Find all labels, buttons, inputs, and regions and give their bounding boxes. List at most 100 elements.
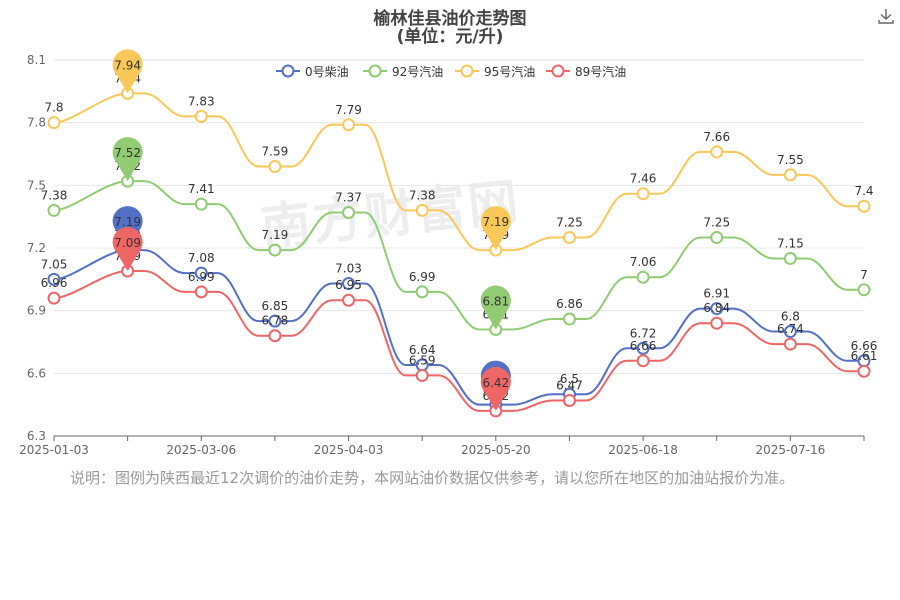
x-tick-label: 2025-05-20 bbox=[461, 443, 531, 457]
data-label: 6.85 bbox=[262, 299, 289, 313]
data-point bbox=[194, 266, 208, 280]
data-point bbox=[342, 205, 356, 219]
data-point bbox=[710, 231, 724, 245]
data-point bbox=[47, 116, 61, 130]
data-label: 7.4 bbox=[854, 184, 873, 198]
data-label: 7.15 bbox=[777, 236, 804, 250]
y-tick-label: 8.1 bbox=[27, 53, 46, 67]
x-tick-label: 2025-06-18 bbox=[608, 443, 678, 457]
data-point bbox=[636, 354, 650, 368]
chart-title: 榆林佳县油价走势图 bbox=[373, 9, 527, 29]
legend-label: 89号汽油 bbox=[575, 64, 626, 79]
markpoint-shape bbox=[112, 49, 143, 94]
markpoint-label: 7.94 bbox=[114, 58, 141, 72]
data-point bbox=[342, 277, 356, 291]
data-label: 7.41 bbox=[188, 182, 215, 196]
data-point bbox=[562, 393, 576, 407]
data-label: 7 bbox=[860, 268, 868, 282]
y-tick-label: 6.9 bbox=[27, 304, 46, 318]
legend-marker bbox=[460, 64, 474, 78]
markpoint-shape bbox=[112, 137, 143, 182]
data-point bbox=[636, 187, 650, 201]
data-label: 7.06 bbox=[630, 255, 657, 269]
y-tick-label: 7.5 bbox=[27, 178, 46, 192]
data-point bbox=[636, 270, 650, 284]
data-label: 6.5 bbox=[560, 372, 579, 386]
data-point bbox=[194, 285, 208, 299]
data-label: 7.19 bbox=[262, 228, 289, 242]
data-point bbox=[268, 314, 282, 328]
data-label: 7.25 bbox=[556, 216, 583, 230]
data-label: 7.79 bbox=[335, 103, 362, 117]
data-point bbox=[415, 368, 429, 382]
data-label: 6.99 bbox=[409, 270, 436, 284]
data-label: 7.55 bbox=[777, 153, 804, 167]
data-label: 7.25 bbox=[703, 216, 730, 230]
data-label: 6.59 bbox=[409, 353, 436, 367]
markpoint-label: 7.09 bbox=[114, 236, 141, 250]
data-label: 6.66 bbox=[630, 339, 657, 353]
x-tick-label: 2025-04-03 bbox=[314, 443, 384, 457]
markpoint-shape bbox=[480, 366, 511, 411]
data-point bbox=[268, 243, 282, 257]
legend-marker bbox=[281, 64, 295, 78]
markpoint-shape bbox=[112, 226, 143, 271]
markpoint-shape bbox=[480, 206, 511, 251]
markpoint-pin: 7.19 bbox=[480, 206, 511, 251]
markpoint-pin: 7.52 bbox=[112, 137, 143, 182]
data-point bbox=[194, 197, 208, 211]
data-label: 7.05 bbox=[41, 257, 68, 271]
data-point bbox=[783, 325, 797, 339]
data-label: 7.8 bbox=[44, 101, 63, 115]
data-label: 7.83 bbox=[188, 94, 215, 108]
x-tick-label: 2025-07-16 bbox=[755, 443, 825, 457]
data-point bbox=[415, 203, 429, 217]
y-tick-label: 7.2 bbox=[27, 241, 46, 255]
markpoint-label: 6.42 bbox=[482, 376, 509, 390]
markpoint-pin: 7.94 bbox=[112, 49, 143, 94]
data-point bbox=[710, 302, 724, 316]
markpoint-label: 7.19 bbox=[114, 215, 141, 229]
legend-label: 92号汽油 bbox=[392, 64, 443, 79]
data-point bbox=[47, 272, 61, 286]
data-point bbox=[342, 293, 356, 307]
data-label: 6.96 bbox=[41, 276, 68, 290]
data-point bbox=[783, 337, 797, 351]
markpoint-pin: 7.09 bbox=[112, 226, 143, 271]
data-point bbox=[710, 316, 724, 330]
markpoint-shape bbox=[480, 285, 511, 330]
series-line bbox=[53, 269, 864, 412]
data-label: 6.78 bbox=[262, 314, 289, 328]
data-point bbox=[783, 251, 797, 265]
y-tick-label: 7.8 bbox=[27, 116, 46, 130]
data-label: 6.47 bbox=[556, 378, 583, 392]
data-label: 7.08 bbox=[188, 251, 215, 265]
legend-marker bbox=[368, 64, 382, 78]
data-label: 7.46 bbox=[630, 172, 657, 186]
series-line bbox=[53, 180, 864, 331]
data-point bbox=[194, 109, 208, 123]
data-point bbox=[268, 160, 282, 174]
download-icon[interactable] bbox=[876, 6, 896, 26]
legend-label: 0号柴油 bbox=[305, 65, 349, 79]
data-point bbox=[268, 329, 282, 343]
data-point bbox=[783, 168, 797, 182]
data-label: 7.03 bbox=[335, 262, 362, 276]
data-label: 6.66 bbox=[851, 339, 878, 353]
data-point bbox=[47, 203, 61, 217]
data-label: 6.99 bbox=[188, 270, 215, 284]
data-point bbox=[415, 285, 429, 299]
data-label: 7.38 bbox=[41, 188, 68, 202]
data-label: 6.91 bbox=[703, 287, 730, 301]
data-label: 6.8 bbox=[781, 310, 800, 324]
data-point bbox=[342, 118, 356, 132]
data-label: 6.95 bbox=[335, 278, 362, 292]
disclaimer-note: 说明：图例为陕西最近12次调价的油价走势，本网站油价数据仅供参考，请以您所在地区… bbox=[70, 469, 795, 487]
y-tick-label: 6.3 bbox=[27, 429, 46, 443]
data-label: 6.64 bbox=[409, 343, 436, 357]
data-label: 7.59 bbox=[262, 145, 289, 159]
data-label: 7.66 bbox=[703, 130, 730, 144]
markpoint-pin: 6.81 bbox=[480, 285, 511, 330]
series-line bbox=[53, 92, 864, 252]
